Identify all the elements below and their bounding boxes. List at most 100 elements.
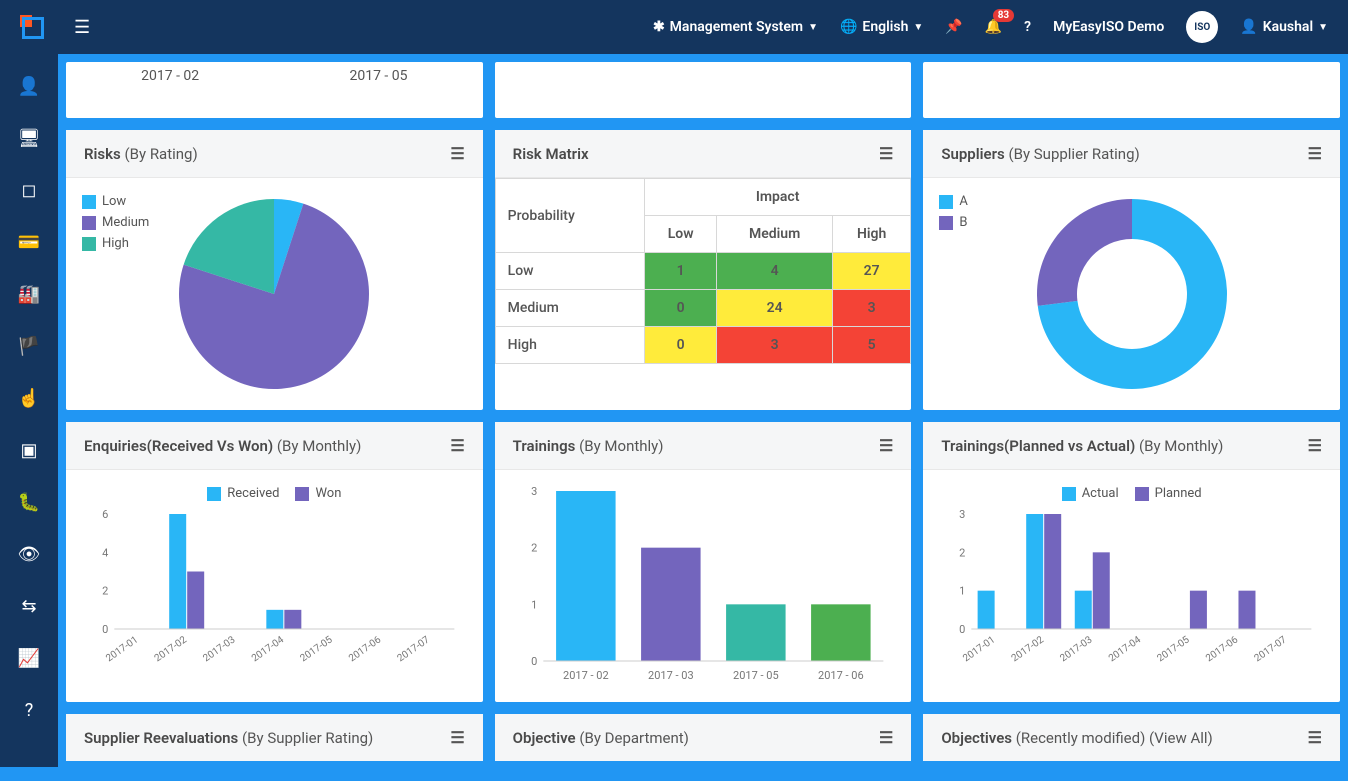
svg-text:2: 2 [959,546,965,559]
management-label: Management System [670,19,803,35]
legend-item: High [82,236,149,251]
legend-label: Low [102,194,126,209]
svg-text:2: 2 [531,542,537,555]
svg-text:2017-06: 2017-06 [1204,634,1241,664]
app-logo[interactable] [20,15,44,39]
legend-label: Actual [1082,486,1119,501]
bar [811,604,871,661]
top-partial-card-3 [923,62,1340,118]
card-menu-icon[interactable]: ☰ [450,436,464,455]
svg-text:1: 1 [959,585,965,598]
trainings-title: Trainings (By Monthly) [513,437,664,455]
legend-item: Won [295,486,341,501]
svg-text:2017-07: 2017-07 [1253,634,1290,664]
demo-label-wrap[interactable]: MyEasyISO Demo [1053,19,1164,35]
legend-swatch [295,487,309,501]
sidebar-monitor-icon[interactable]: 🖥 [17,126,41,150]
gear-icon: ✱ [653,19,665,35]
menu-toggle-icon[interactable]: ☰ [74,17,90,38]
legend-item: Planned [1135,486,1202,501]
user-menu[interactable]: 👤 Kaushal ▼ [1240,19,1328,35]
language-dropdown[interactable]: 🌐 English ▼ [840,19,923,35]
card-menu-icon[interactable]: ☰ [450,144,464,163]
bar [1093,552,1110,629]
enquiries-card: Enquiries(Received Vs Won) (By Monthly) … [66,422,483,702]
enquiries-title: Enquiries(Received Vs Won) (By Monthly) [84,437,361,455]
user-label: Kaushal [1263,19,1313,35]
management-system-dropdown[interactable]: ✱ Management System ▼ [653,19,818,35]
matrix-cell: 3 [832,290,910,327]
trainings-pa-card: Trainings(Planned vs Actual) (By Monthly… [923,422,1340,702]
sidebar-factory-icon[interactable]: 🏭 [17,282,41,306]
bar [726,604,786,661]
bar [187,572,204,630]
sidebar-transfer-icon[interactable]: ⇆ [17,594,41,618]
svg-text:3: 3 [531,486,537,498]
sidebar-process-icon[interactable]: ◻ [17,178,41,202]
matrix-cell: 0 [644,327,716,364]
supplier-reval-card: Supplier Reevaluations (By Supplier Rati… [66,714,483,761]
trainings-pa-title: Trainings(Planned vs Actual) (By Monthly… [941,437,1223,455]
donut-slice [1037,199,1132,306]
suppliers-title: Suppliers (By Supplier Rating) [941,145,1139,163]
sidebar-hand-icon[interactable]: ☝ [17,386,41,410]
legend-swatch [939,216,953,230]
help-icon[interactable]: ? [1024,19,1031,35]
sidebar-person-icon[interactable]: 👤 [17,74,41,98]
sidebar-help-icon[interactable]: ? [17,698,41,722]
bar [266,610,283,629]
bar [169,514,186,629]
svg-text:2017-03: 2017-03 [1059,634,1095,664]
svg-text:2017 - 05: 2017 - 05 [733,669,779,682]
svg-text:4: 4 [102,546,108,559]
notification-count: 83 [993,9,1014,22]
card-menu-icon[interactable]: ☰ [1308,436,1322,455]
sidebar-eye-icon[interactable]: 👁 [17,542,41,566]
sidebar-chart-icon[interactable]: 📈 [17,646,41,670]
legend-label: High [102,236,129,251]
objective-dept-card: Objective (By Department) ☰ [495,714,912,761]
svg-text:2017-03: 2017-03 [201,634,237,664]
svg-text:3: 3 [959,509,965,521]
legend-item: B [939,215,967,230]
risks-title: Risks (By Rating) [84,145,198,163]
svg-text:6: 6 [102,509,108,521]
bar [1239,591,1256,629]
card-menu-icon[interactable]: ☰ [450,728,464,747]
legend-item: Medium [82,215,149,230]
matrix-cell: 24 [717,290,833,327]
svg-text:0: 0 [102,623,108,636]
svg-text:2017-04: 2017-04 [1107,634,1144,664]
sidebar-bug-icon[interactable]: 🐛 [17,490,41,514]
risk-matrix-table: ProbabilityImpactLowMediumHighLow1427Med… [495,178,912,364]
sidebar-card-icon[interactable]: 💳 [17,230,41,254]
pin-icon[interactable]: 📌 [945,19,962,35]
risk-matrix-card: Risk Matrix ☰ ProbabilityImpactLowMedium… [495,130,912,410]
suppliers-card: Suppliers (By Supplier Rating) ☰ AB [923,130,1340,410]
legend-item: Low [82,194,149,209]
trainings-card: Trainings (By Monthly) ☰ 01232017 - 0220… [495,422,912,702]
notifications-button[interactable]: 🔔 83 [985,19,1002,35]
card-menu-icon[interactable]: ☰ [1308,144,1322,163]
card-menu-icon[interactable]: ☰ [879,728,893,747]
objectives-recent-title: Objectives (Recently modified) (View All… [941,729,1212,747]
card-menu-icon[interactable]: ☰ [879,436,893,455]
svg-text:0: 0 [959,623,965,636]
matrix-cell: 5 [832,327,910,364]
top-partial-card-1: 2017 - 022017 - 05 [66,62,483,118]
matrix-cell: 4 [717,253,833,290]
card-menu-icon[interactable]: ☰ [1308,728,1322,747]
sidebar-tablet-icon[interactable]: ▣ [17,438,41,462]
svg-text:2017 - 06: 2017 - 06 [818,669,864,682]
sidebar-flag-icon[interactable]: 🏴 [17,334,41,358]
risks-card: Risks (By Rating) ☰ Low Medium High [66,130,483,410]
svg-text:2017 - 02: 2017 - 02 [563,669,609,682]
sidebar: 👤 🖥 ◻ 💳 🏭 🏴 ☝ ▣ 🐛 👁 ⇆ 📈 ? [0,54,58,767]
chevron-down-icon: ▼ [913,22,923,33]
bar [284,610,301,629]
card-menu-icon[interactable]: ☰ [879,144,893,163]
svg-text:1: 1 [531,598,537,611]
bar [1190,591,1207,629]
user-icon: 👤 [1240,19,1257,35]
bar [641,548,701,661]
